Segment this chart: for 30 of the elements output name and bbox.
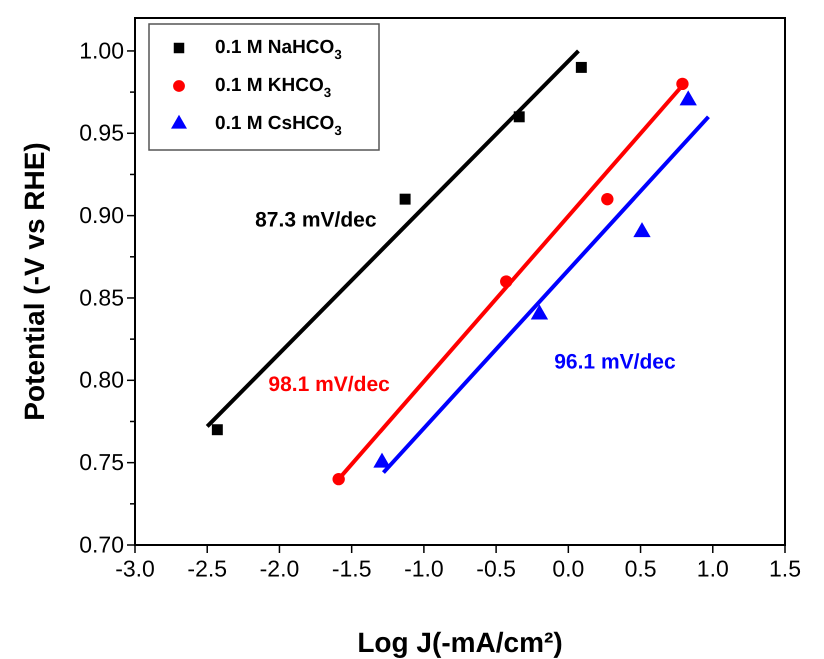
x-tick-label: -2.5 bbox=[187, 556, 228, 582]
y-tick-label: 0.70 bbox=[79, 531, 124, 558]
annotation: 87.3 mV/dec bbox=[255, 208, 377, 232]
x-tick-label: 0.0 bbox=[552, 556, 584, 582]
point bbox=[676, 78, 689, 90]
x-tick-label: -1.0 bbox=[404, 556, 444, 582]
legend-label: 0.1 M KHCO$_{3}$ bbox=[215, 75, 332, 100]
point bbox=[400, 194, 411, 205]
point bbox=[576, 62, 587, 73]
legend-label: 0.1 M CsHCO$_{3}$ bbox=[215, 113, 342, 138]
point bbox=[601, 192, 614, 206]
x-tick-label: -2.0 bbox=[260, 556, 300, 582]
y-tick-label: 0.95 bbox=[79, 120, 124, 146]
legend-label: 0.1 M NaHCO$_{3}$ bbox=[215, 37, 342, 62]
y-tick-label: 0.80 bbox=[79, 366, 124, 393]
x-tick-label: 1.5 bbox=[769, 556, 801, 582]
x-axis-title: Log J(-mA/cm²) bbox=[357, 627, 563, 658]
x-tick-label: -3.0 bbox=[115, 556, 155, 582]
x-tick-label: 1.0 bbox=[696, 556, 729, 582]
point bbox=[212, 424, 223, 436]
annotation: 98.1 mV/dec bbox=[268, 372, 390, 396]
y-tick-label: 0.75 bbox=[79, 449, 124, 476]
x-tick-label: -0.5 bbox=[476, 556, 516, 582]
x-tick-label: 0.5 bbox=[624, 556, 657, 582]
x-tick-label: -1.5 bbox=[332, 556, 372, 582]
y-tick-label: 0.90 bbox=[79, 202, 124, 228]
y-tick-label: 1.00 bbox=[79, 37, 124, 64]
y-tick-label: 0.85 bbox=[79, 284, 124, 310]
y-axis-title: Potential (-V vs RHE) bbox=[19, 142, 50, 421]
annotation: 96.1 mV/dec bbox=[554, 350, 676, 374]
